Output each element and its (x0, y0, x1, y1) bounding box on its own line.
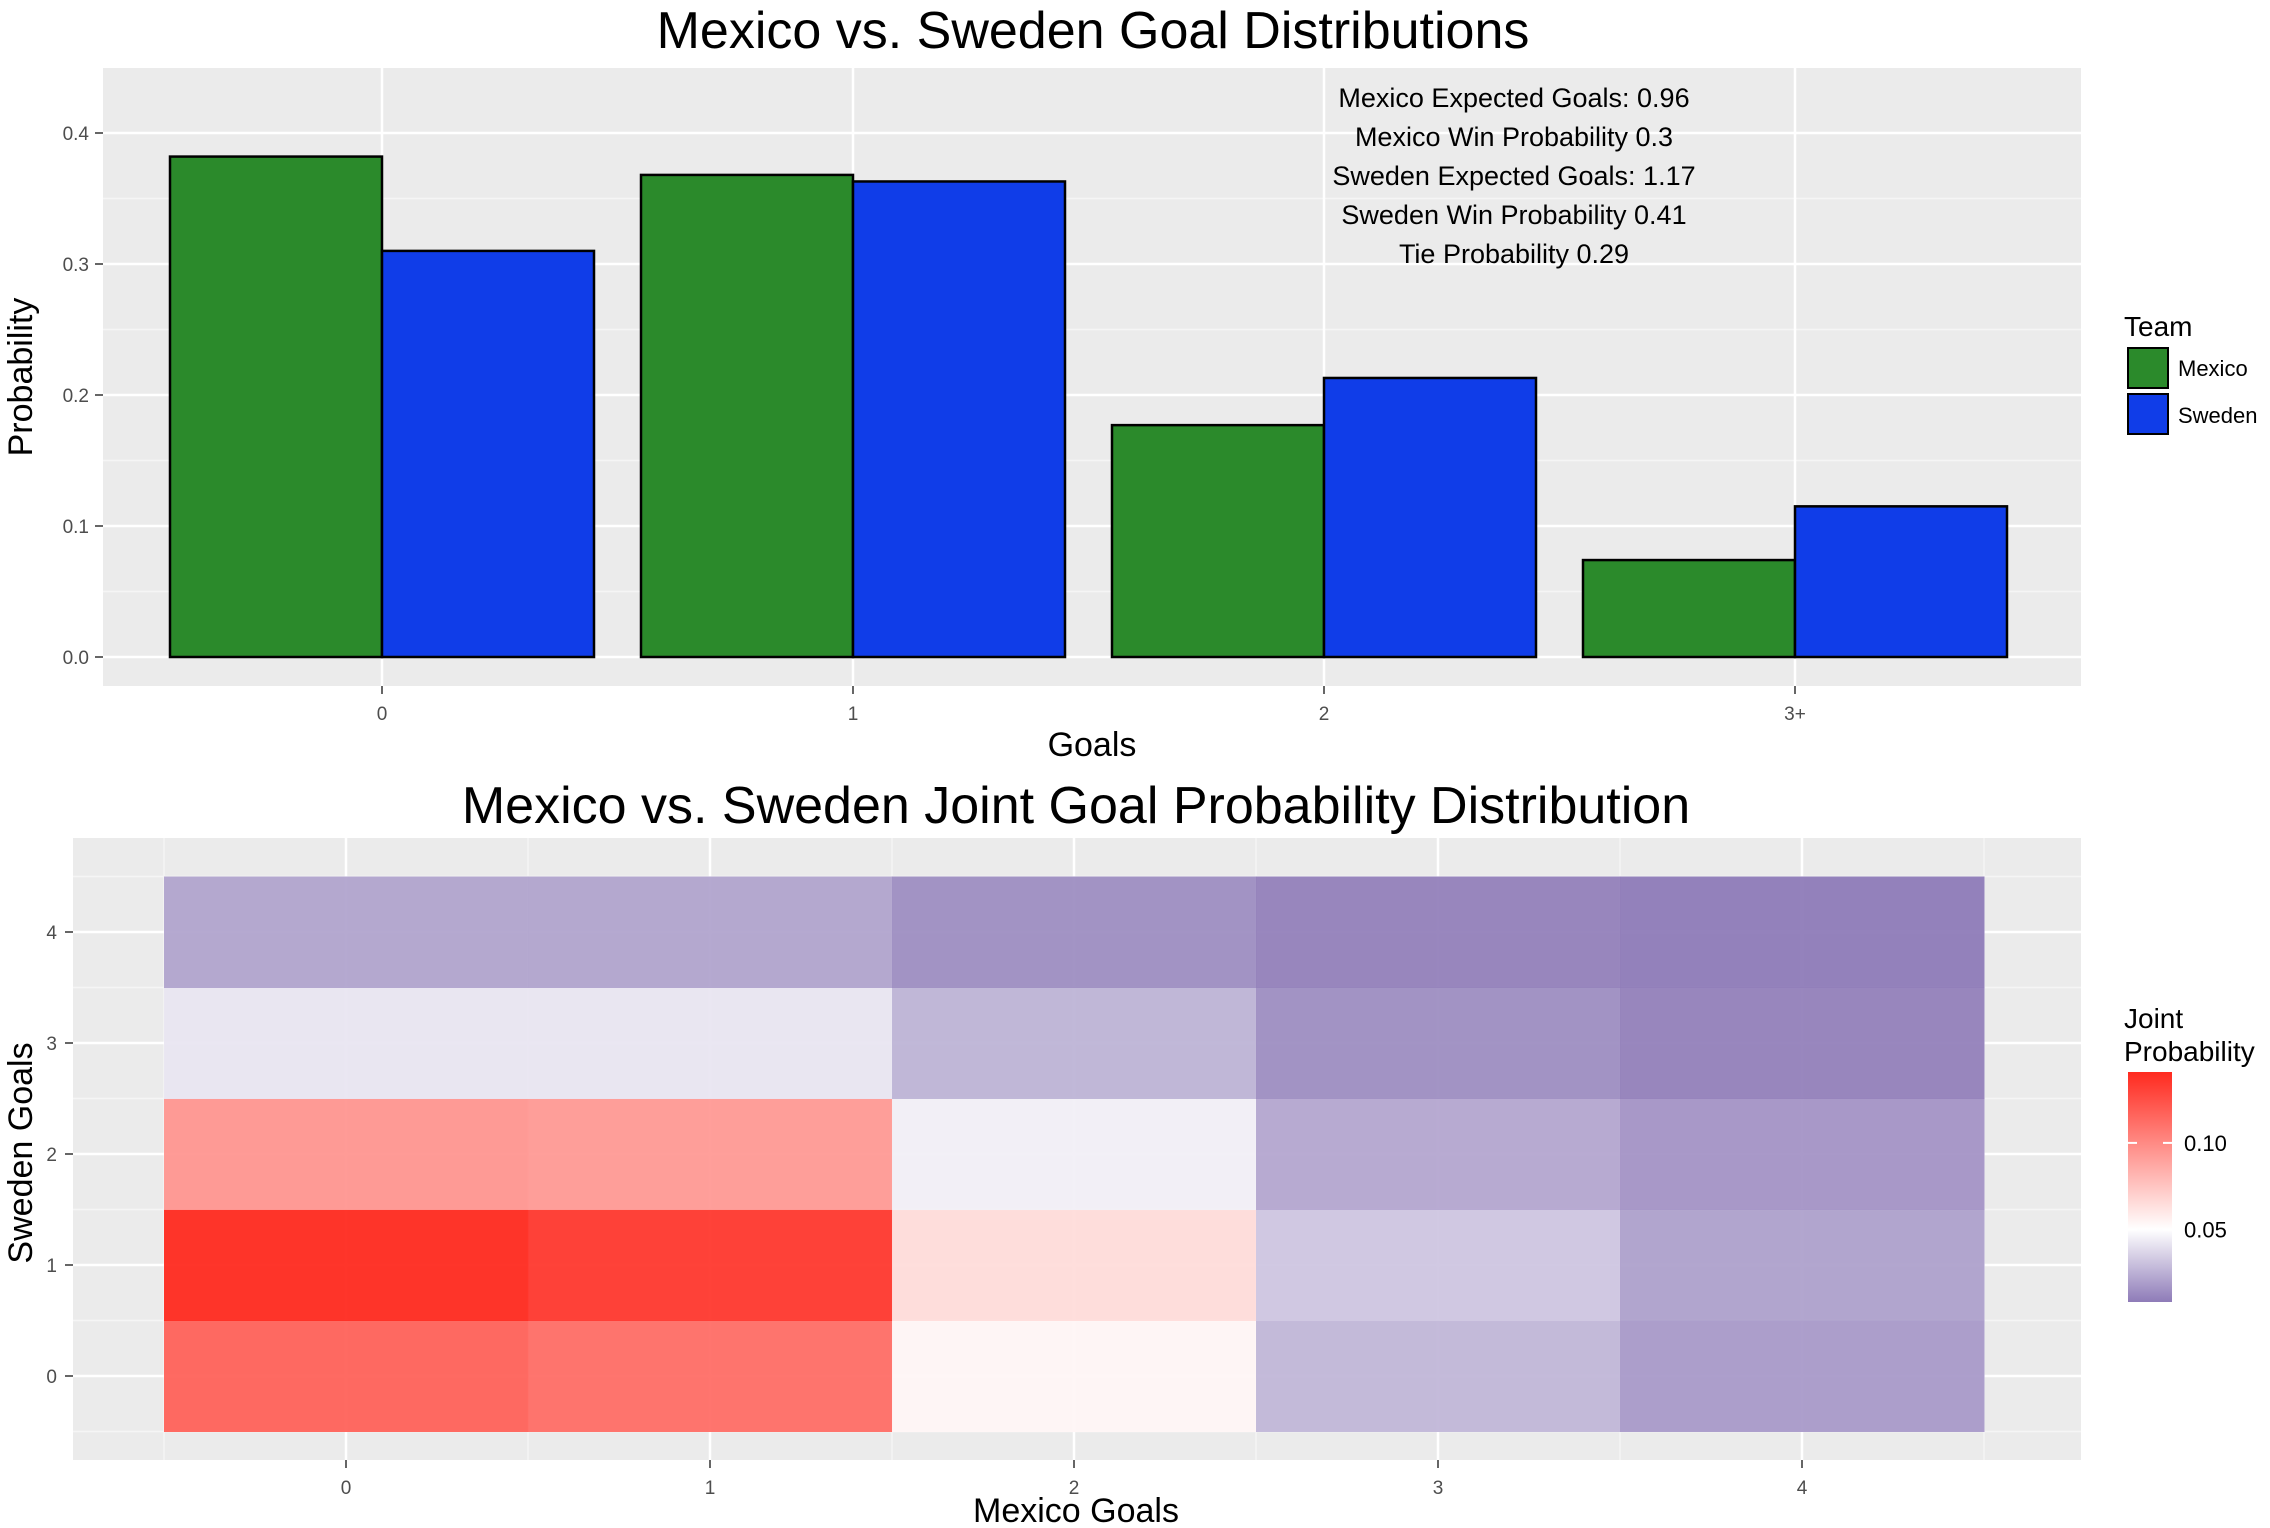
heatmap-y-tick-label: 1 (46, 1256, 57, 1277)
legend-tick-label: 0.10 (2184, 1131, 2227, 1156)
bar-chart: Mexico vs. Sweden Goal Distributions 0.0… (2, 2, 2258, 764)
heatmap-y-tick-label: 2 (46, 1145, 57, 1166)
bar-sweden-0 (380, 249, 596, 659)
legend-label-mexico: Mexico (2178, 356, 2248, 381)
heatmap-x-axis-title: Mexico Goals (973, 1492, 1179, 1528)
heatmap-x-tick-label: 3 (1433, 1478, 1444, 1499)
annotation-mexico-expected-goals: Mexico Expected Goals: 0.96 (1338, 83, 1689, 113)
heatmap-y-tick-label: 3 (46, 1034, 57, 1055)
annotation-sweden-win-probability: Sweden Win Probability 0.41 (1341, 200, 1686, 230)
bar-y-tick-label: 0.4 (63, 124, 90, 145)
bar-x-tick-label: 0 (377, 704, 388, 725)
bar-legend-title: Team (2124, 311, 2192, 342)
heatmap-cell-mexico-1-sweden-0 (528, 1320, 893, 1432)
heatmap-cell-mexico-0-sweden-3 (164, 987, 529, 1099)
bar-mexico-1 (639, 173, 855, 659)
heatmap-x-tick-label: 4 (1797, 1478, 1808, 1499)
heatmap-cell-mexico-3-sweden-2 (1256, 1098, 1621, 1210)
heatmap-legend-title-line2: Probability (2124, 1036, 2255, 1067)
heatmap-chart: Mexico vs. Sweden Joint Goal Probability… (2, 777, 2255, 1528)
legend-tick-label: 0.05 (2184, 1217, 2227, 1242)
heatmap-x-tick-label: 1 (705, 1478, 716, 1499)
heatmap-cell-mexico-2-sweden-3 (892, 987, 1257, 1099)
heatmap-y-axis-title: Sweden Goals (2, 1042, 40, 1263)
bar-y-tick-label: 0.3 (63, 255, 89, 276)
legend-swatch-mexico (2127, 347, 2169, 389)
heatmap-cell-mexico-1-sweden-1 (528, 1209, 893, 1321)
heatmap-cell-mexico-4-sweden-0 (1620, 1320, 1985, 1432)
heatmap-cell-mexico-2-sweden-0 (892, 1320, 1257, 1432)
bar-mexico-0 (168, 155, 384, 659)
heatmap-cell-mexico-4-sweden-4 (1620, 876, 1985, 988)
heatmap-cell-mexico-4-sweden-1 (1620, 1209, 1985, 1321)
heatmap-legend-ticks: 0.10 0.05 (2128, 1131, 2227, 1242)
heatmap-y-tick-label: 0 (46, 1367, 57, 1388)
bar-mexico-3plus (1581, 558, 1797, 659)
heatmap-cell-mexico-0-sweden-4 (164, 876, 529, 988)
heatmap-cell-mexico-2-sweden-1 (892, 1209, 1257, 1321)
heatmap-x-tick-label: 2 (1069, 1478, 1080, 1499)
heatmap-cells (164, 876, 1985, 1432)
bar-x-tick-label: 2 (1319, 704, 1330, 725)
bar-marks (168, 155, 2009, 659)
annotation-sweden-expected-goals: Sweden Expected Goals: 1.17 (1332, 161, 1695, 191)
bar-sweden-3plus (1793, 505, 2009, 659)
heatmap-x-ticks: 0 1 2 3 4 (341, 1460, 1808, 1499)
annotation-mexico-win-probability: Mexico Win Probability 0.3 (1355, 122, 1673, 152)
heatmap-y-ticks: 0 1 2 3 4 (46, 923, 73, 1388)
heatmap-title: Mexico vs. Sweden Joint Goal Probability… (462, 777, 1690, 835)
heatmap-legend-colorbar (2128, 1072, 2172, 1302)
bar-y-tick-label: 0.1 (63, 517, 89, 538)
heatmap-cell-mexico-2-sweden-2 (892, 1098, 1257, 1210)
bar-y-axis-title: Probability (2, 298, 40, 457)
heatmap-legend: Joint Probability 0.10 0.05 (2124, 1003, 2255, 1302)
bar-legend: Team Mexico Sweden (2124, 311, 2258, 435)
heatmap-cell-mexico-4-sweden-3 (1620, 987, 1985, 1099)
legend-swatch-sweden (2127, 393, 2169, 435)
annotation-tie-probability: Tie Probability 0.29 (1399, 239, 1629, 269)
heatmap-cell-mexico-3-sweden-4 (1256, 876, 1621, 988)
heatmap-cell-mexico-3-sweden-3 (1256, 987, 1621, 1099)
bar-y-ticks: 0.0 0.1 0.2 0.3 0.4 (63, 124, 103, 669)
heatmap-cell-mexico-4-sweden-2 (1620, 1098, 1985, 1210)
bar-y-tick-label: 0.0 (63, 648, 89, 669)
heatmap-cell-mexico-1-sweden-3 (528, 987, 893, 1099)
bar-x-tick-label: 3+ (1784, 704, 1806, 725)
bar-x-axis-title: Goals (1048, 726, 1137, 764)
bar-x-tick-label: 1 (848, 704, 859, 725)
heatmap-cell-mexico-0-sweden-1 (164, 1209, 529, 1321)
heatmap-cell-mexico-2-sweden-4 (892, 876, 1257, 988)
heatmap-cell-mexico-0-sweden-0 (164, 1320, 529, 1432)
heatmap-y-tick-label: 4 (46, 923, 57, 944)
heatmap-cell-mexico-1-sweden-2 (528, 1098, 893, 1210)
bar-sweden-1 (851, 180, 1067, 659)
heatmap-cell-mexico-0-sweden-2 (164, 1098, 529, 1210)
heatmap-x-tick-label: 0 (341, 1478, 352, 1499)
legend-label-sweden: Sweden (2178, 403, 2258, 428)
heatmap-legend-title-line1: Joint (2124, 1003, 2183, 1034)
bar-mexico-2 (1110, 423, 1326, 659)
bar-annotations: Mexico Expected Goals: 0.96 Mexico Win P… (1332, 83, 1695, 269)
heatmap-cell-mexico-3-sweden-0 (1256, 1320, 1621, 1432)
bar-y-tick-label: 0.2 (63, 386, 89, 407)
heatmap-cell-mexico-1-sweden-4 (528, 876, 893, 988)
bar-sweden-2 (1322, 376, 1538, 659)
bar-chart-title: Mexico vs. Sweden Goal Distributions (657, 2, 1530, 60)
heatmap-cell-mexico-3-sweden-1 (1256, 1209, 1621, 1321)
bar-x-ticks: 0 1 2 3+ (377, 686, 1806, 725)
